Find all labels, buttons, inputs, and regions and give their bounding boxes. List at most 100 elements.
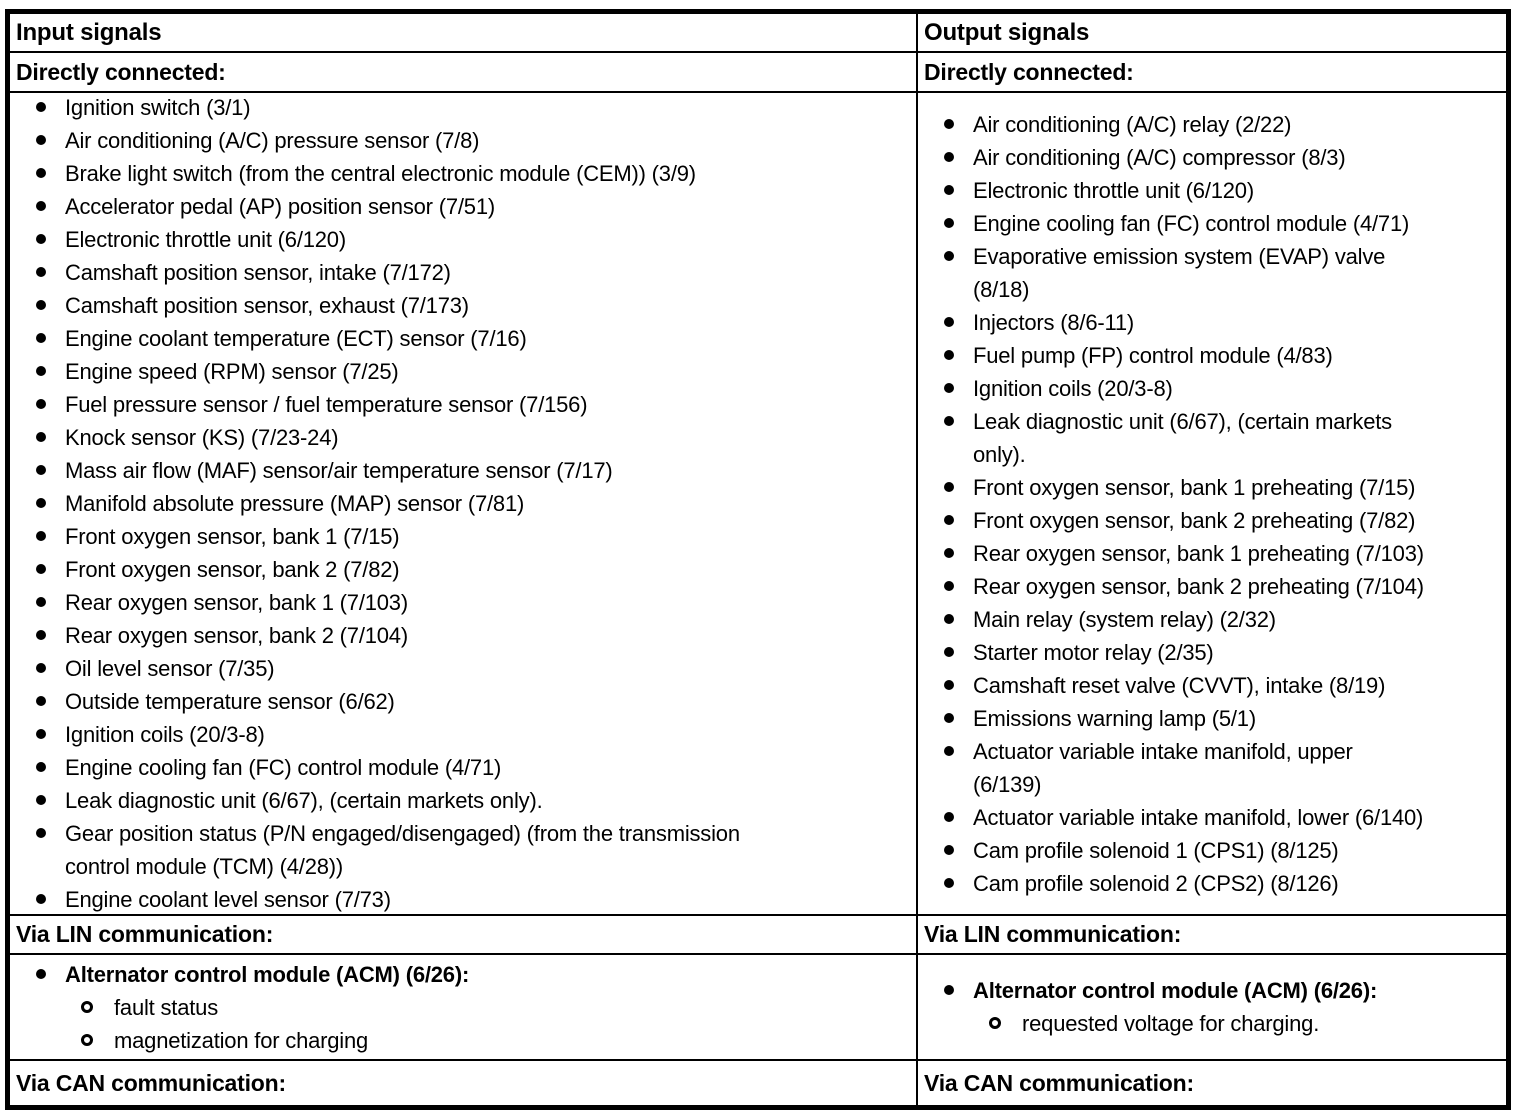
bullet-icon <box>944 646 954 657</box>
bullet-icon <box>36 696 46 706</box>
list-item-label: Actuator variable intake manifold, upper… <box>973 738 1353 797</box>
circle-bullet-icon <box>81 1033 93 1046</box>
list-item: Leak diagnostic unit (6/67), (certain ma… <box>36 784 912 817</box>
output-via-lin-list: Alternator control module (ACM) (6/26): r… <box>918 974 1506 1040</box>
list-item: Front oxygen sensor, bank 2 preheating (… <box>944 504 1502 537</box>
list-item: Outside temperature sensor (6/62) <box>36 685 912 718</box>
input-directly-connected-list: Ignition switch (3/1) Air conditioning (A… <box>10 93 916 914</box>
bullet-icon <box>36 300 46 310</box>
bullet-icon <box>944 151 954 162</box>
list-item: Manifold absolute pressure (MAP) sensor … <box>36 487 912 520</box>
bullet-icon <box>944 985 954 995</box>
list-item: Alternator control module (ACM) (6/26): <box>36 958 912 991</box>
list-item: Emissions warning lamp (5/1) <box>944 702 1502 735</box>
bullet-icon <box>36 597 46 607</box>
list-item-label: Rear oxygen sensor, bank 1 (7/103) <box>65 590 408 615</box>
bullet-icon <box>944 184 954 195</box>
list-item-label: Engine cooling fan (FC) control module (… <box>973 210 1410 236</box>
list-item-label: Brake light switch (from the central ele… <box>65 161 696 186</box>
bullet-icon <box>944 118 954 129</box>
list-item-label: Leak diagnostic unit (6/67), (certain ma… <box>973 408 1392 467</box>
input-directly-connected-header-cell: Directly connected: <box>10 53 918 93</box>
list-item-label: Mass air flow (MAF) sensor/air temperatu… <box>65 458 613 483</box>
list-item: Rear oxygen sensor, bank 1 (7/103) <box>36 586 912 619</box>
input-via-lin-header-cell: Via LIN communication: <box>10 916 918 955</box>
bullet-icon <box>36 432 46 442</box>
input-signals-header-cell: Input signals <box>10 14 918 53</box>
input-via-lin-list: Alternator control module (ACM) (6/26): f… <box>10 958 916 1057</box>
list-item: Engine coolant level sensor (7/73) <box>36 883 912 914</box>
bullet-icon <box>944 250 954 261</box>
bullet-icon <box>944 217 954 228</box>
list-item: Ignition coils (20/3-8) <box>944 372 1502 405</box>
list-item-label: Front oxygen sensor, bank 2 (7/82) <box>65 557 400 582</box>
list-item-label: Engine coolant level sensor (7/73) <box>65 887 391 912</box>
list-item: Rear oxygen sensor, bank 2 preheating (7… <box>944 570 1502 603</box>
bullet-icon <box>36 968 46 979</box>
list-item: Starter motor relay (2/35) <box>944 636 1502 669</box>
sub-list-item: magnetization for charging <box>81 1024 912 1057</box>
list-item-label: Rear oxygen sensor, bank 2 (7/104) <box>65 623 408 648</box>
output-directly-connected-label: Directly connected: <box>924 58 1134 85</box>
bullet-icon <box>36 267 46 277</box>
bullet-icon <box>36 663 46 673</box>
input-via-can-header-cell: Via CAN communication: <box>10 1061 918 1105</box>
output-via-can-label: Via CAN communication: <box>924 1069 1194 1096</box>
bullet-icon <box>944 712 954 723</box>
list-item-label: Electronic throttle unit (6/120) <box>973 177 1254 203</box>
list-item: Camshaft position sensor, intake (7/172) <box>36 256 912 289</box>
list-item-label: Injectors (8/6-11) <box>973 309 1135 335</box>
list-item-label: Alternator control module (ACM) (6/26): <box>973 978 1378 1003</box>
bullet-icon <box>944 547 954 558</box>
list-item: Fuel pressure sensor / fuel temperature … <box>36 388 912 421</box>
list-item: Engine speed (RPM) sensor (7/25) <box>36 355 912 388</box>
list-item: Actuator variable intake manifold, upper… <box>944 735 1502 801</box>
list-item-label: Alternator control module (ACM) (6/26): <box>65 961 470 987</box>
bullet-icon <box>944 349 954 360</box>
list-item: Front oxygen sensor, bank 1 preheating (… <box>944 471 1502 504</box>
sub-list-item: requested voltage for charging. <box>989 1007 1502 1040</box>
sub-list-item-label: fault status <box>114 994 218 1020</box>
list-item: Mass air flow (MAF) sensor/air temperatu… <box>36 454 912 487</box>
list-item: Gear position status (P/N engaged/diseng… <box>36 817 912 883</box>
bullet-icon <box>36 102 46 112</box>
output-directly-connected-list-cell: Air conditioning (A/C) relay (2/22) Air c… <box>918 93 1506 916</box>
sub-list-item-label: requested voltage for charging. <box>1022 1011 1320 1036</box>
list-item-label: Ignition switch (3/1) <box>65 95 251 120</box>
list-item: Electronic throttle unit (6/120) <box>36 223 912 256</box>
sub-list-item: fault status <box>81 991 912 1024</box>
bullet-icon <box>944 844 954 855</box>
bullet-icon <box>944 481 954 492</box>
input-via-lin-label: Via LIN communication: <box>16 921 274 947</box>
list-item-label: Front oxygen sensor, bank 1 (7/15) <box>65 524 400 549</box>
list-item-label: Outside temperature sensor (6/62) <box>65 689 395 714</box>
list-item: Ignition coils (20/3-8) <box>36 718 912 751</box>
bullet-icon <box>36 894 46 904</box>
output-directly-connected-list: Air conditioning (A/C) relay (2/22) Air c… <box>918 108 1506 900</box>
output-signals-title: Output signals <box>924 18 1090 46</box>
list-item: Air conditioning (A/C) relay (2/22) <box>944 108 1502 141</box>
bullet-icon <box>36 399 46 409</box>
bullet-icon <box>944 613 954 624</box>
list-item-label: Ignition coils (20/3-8) <box>973 375 1173 401</box>
list-item: Camshaft reset valve (CVVT), intake (8/1… <box>944 669 1502 702</box>
list-item: Engine coolant temperature (ECT) sensor … <box>36 322 912 355</box>
list-item: Rear oxygen sensor, bank 2 (7/104) <box>36 619 912 652</box>
bullet-icon <box>36 795 46 805</box>
list-item: Air conditioning (A/C) compressor (8/3) <box>944 141 1502 174</box>
sub-list-item-label: magnetization for charging <box>114 1027 369 1053</box>
list-item-label: Gear position status (P/N engaged/diseng… <box>65 821 740 879</box>
list-item-label: Rear oxygen sensor, bank 1 preheating (7… <box>973 540 1424 566</box>
circle-bullet-icon <box>989 1017 1001 1029</box>
list-item: Actuator variable intake manifold, lower… <box>944 801 1502 834</box>
list-item-label: Cam profile solenoid 1 (CPS1) (8/125) <box>973 837 1339 863</box>
list-item: Cam profile solenoid 1 (CPS1) (8/125) <box>944 834 1502 867</box>
bullet-icon <box>36 201 46 211</box>
bullet-icon <box>36 135 46 145</box>
list-item: Injectors (8/6-11) <box>944 306 1502 339</box>
list-item-label: Oil level sensor (7/35) <box>65 656 275 681</box>
bullet-icon <box>36 531 46 541</box>
list-item: Air conditioning (A/C) pressure sensor (… <box>36 124 912 157</box>
list-item-label: Ignition coils (20/3-8) <box>65 722 265 747</box>
list-item: Cam profile solenoid 2 (CPS2) (8/126) <box>944 867 1502 900</box>
